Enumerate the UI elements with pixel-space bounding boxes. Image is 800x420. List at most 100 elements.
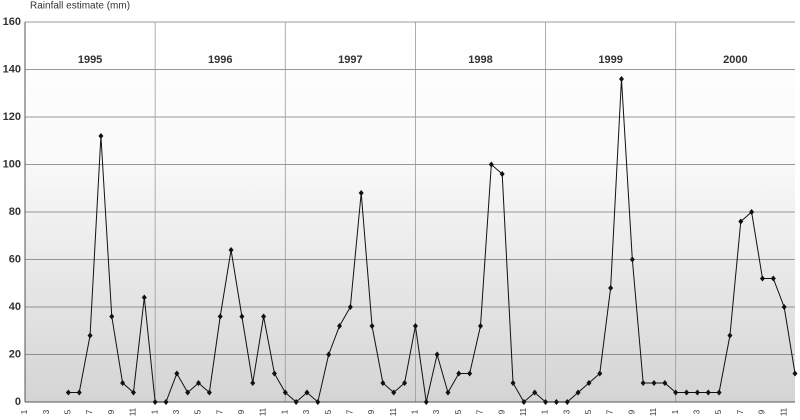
x-tick-label: 1 — [20, 409, 29, 414]
year-label: 1996 — [208, 54, 232, 66]
y-tick-label: 20 — [9, 348, 21, 360]
point-marker — [293, 399, 299, 405]
point-marker — [217, 313, 223, 320]
x-tick-label: 7 — [736, 409, 745, 414]
point-marker — [65, 389, 71, 396]
x-tick-label: 3 — [432, 409, 441, 414]
year-label: 1999 — [598, 54, 622, 66]
point-marker — [141, 294, 147, 301]
point-marker — [716, 389, 722, 396]
x-tick-label: 9 — [627, 409, 636, 414]
point-marker — [304, 389, 310, 396]
point-marker — [456, 370, 462, 377]
x-tick-label: 3 — [562, 409, 571, 414]
x-tick-label: 5 — [63, 409, 72, 414]
point-marker — [337, 323, 343, 329]
point-marker — [781, 304, 787, 310]
point-marker — [152, 399, 158, 405]
point-marker — [673, 389, 679, 396]
point-marker — [749, 209, 755, 215]
x-tick-label: 9 — [497, 409, 506, 414]
point-marker — [98, 133, 104, 139]
x-tick-label: 3 — [302, 409, 311, 414]
point-marker — [553, 399, 559, 405]
point-marker — [163, 399, 169, 405]
point-marker — [76, 389, 82, 396]
y-axis-title: Rainfall estimate (mm) — [30, 1, 130, 12]
x-tick-label: 3 — [42, 409, 51, 414]
point-marker — [109, 313, 115, 320]
x-tick-label: 11 — [519, 407, 528, 416]
point-marker — [488, 161, 494, 168]
point-marker — [564, 399, 570, 405]
point-marker — [738, 218, 744, 225]
x-tick-label: 7 — [606, 409, 615, 414]
point-marker — [467, 370, 473, 377]
y-tick-label: 0 — [15, 396, 21, 408]
point-marker — [185, 389, 191, 396]
x-tick-label: 7 — [476, 409, 485, 414]
x-tick-label: 5 — [194, 409, 203, 414]
point-marker — [608, 285, 614, 291]
point-marker — [250, 380, 256, 386]
point-marker — [326, 351, 332, 358]
point-marker — [543, 399, 549, 405]
x-tick-label: 11 — [779, 407, 788, 416]
x-tick-label: 1 — [671, 409, 680, 414]
point-marker — [651, 380, 657, 386]
point-marker — [423, 399, 429, 405]
point-marker — [196, 380, 202, 386]
point-marker — [87, 332, 93, 339]
x-tick-label: 5 — [454, 409, 463, 414]
point-marker — [380, 380, 386, 386]
year-label: 1995 — [78, 54, 102, 66]
y-tick-label: 80 — [9, 206, 21, 218]
x-tick-label: 5 — [324, 409, 333, 414]
y-tick-label: 100 — [3, 158, 21, 170]
point-marker — [402, 380, 408, 386]
x-tick-label: 11 — [129, 407, 138, 416]
x-tick-label: 5 — [584, 409, 593, 414]
point-marker — [412, 323, 418, 329]
x-tick-label: 7 — [345, 409, 354, 414]
x-tick-label: 9 — [758, 409, 767, 414]
x-tick-label: 11 — [649, 407, 658, 416]
point-marker — [586, 380, 592, 386]
point-marker — [369, 323, 375, 329]
point-marker — [684, 389, 690, 396]
year-label: 1997 — [338, 54, 362, 66]
point-marker — [315, 399, 321, 405]
y-tick-label: 140 — [3, 63, 21, 75]
x-tick-label: 9 — [367, 409, 376, 414]
point-marker — [770, 275, 776, 282]
point-marker — [597, 370, 603, 377]
point-marker — [575, 389, 581, 396]
point-marker — [347, 304, 353, 310]
point-marker — [206, 389, 212, 396]
point-marker — [120, 380, 126, 386]
point-marker — [499, 171, 505, 177]
y-tick-label: 120 — [3, 111, 21, 123]
point-marker — [629, 256, 635, 263]
point-marker — [759, 275, 765, 282]
point-marker — [618, 76, 624, 82]
point-marker — [532, 389, 538, 396]
x-tick-label: 1 — [150, 409, 159, 414]
point-marker — [792, 370, 798, 377]
x-tick-label: 7 — [215, 409, 224, 414]
point-marker — [705, 389, 711, 396]
point-marker — [228, 247, 234, 253]
x-tick-label: 3 — [693, 409, 702, 414]
point-marker — [130, 389, 136, 396]
point-marker — [358, 190, 364, 196]
point-marker — [640, 380, 646, 386]
series-line — [68, 78, 796, 403]
x-tick-label: 5 — [714, 409, 723, 414]
point-marker — [391, 389, 397, 396]
x-tick-label: 3 — [172, 409, 181, 414]
year-label: 2000 — [723, 54, 747, 66]
year-label: 1998 — [468, 54, 492, 66]
y-tick-label: 40 — [9, 301, 21, 313]
x-tick-label: 1 — [280, 409, 289, 414]
